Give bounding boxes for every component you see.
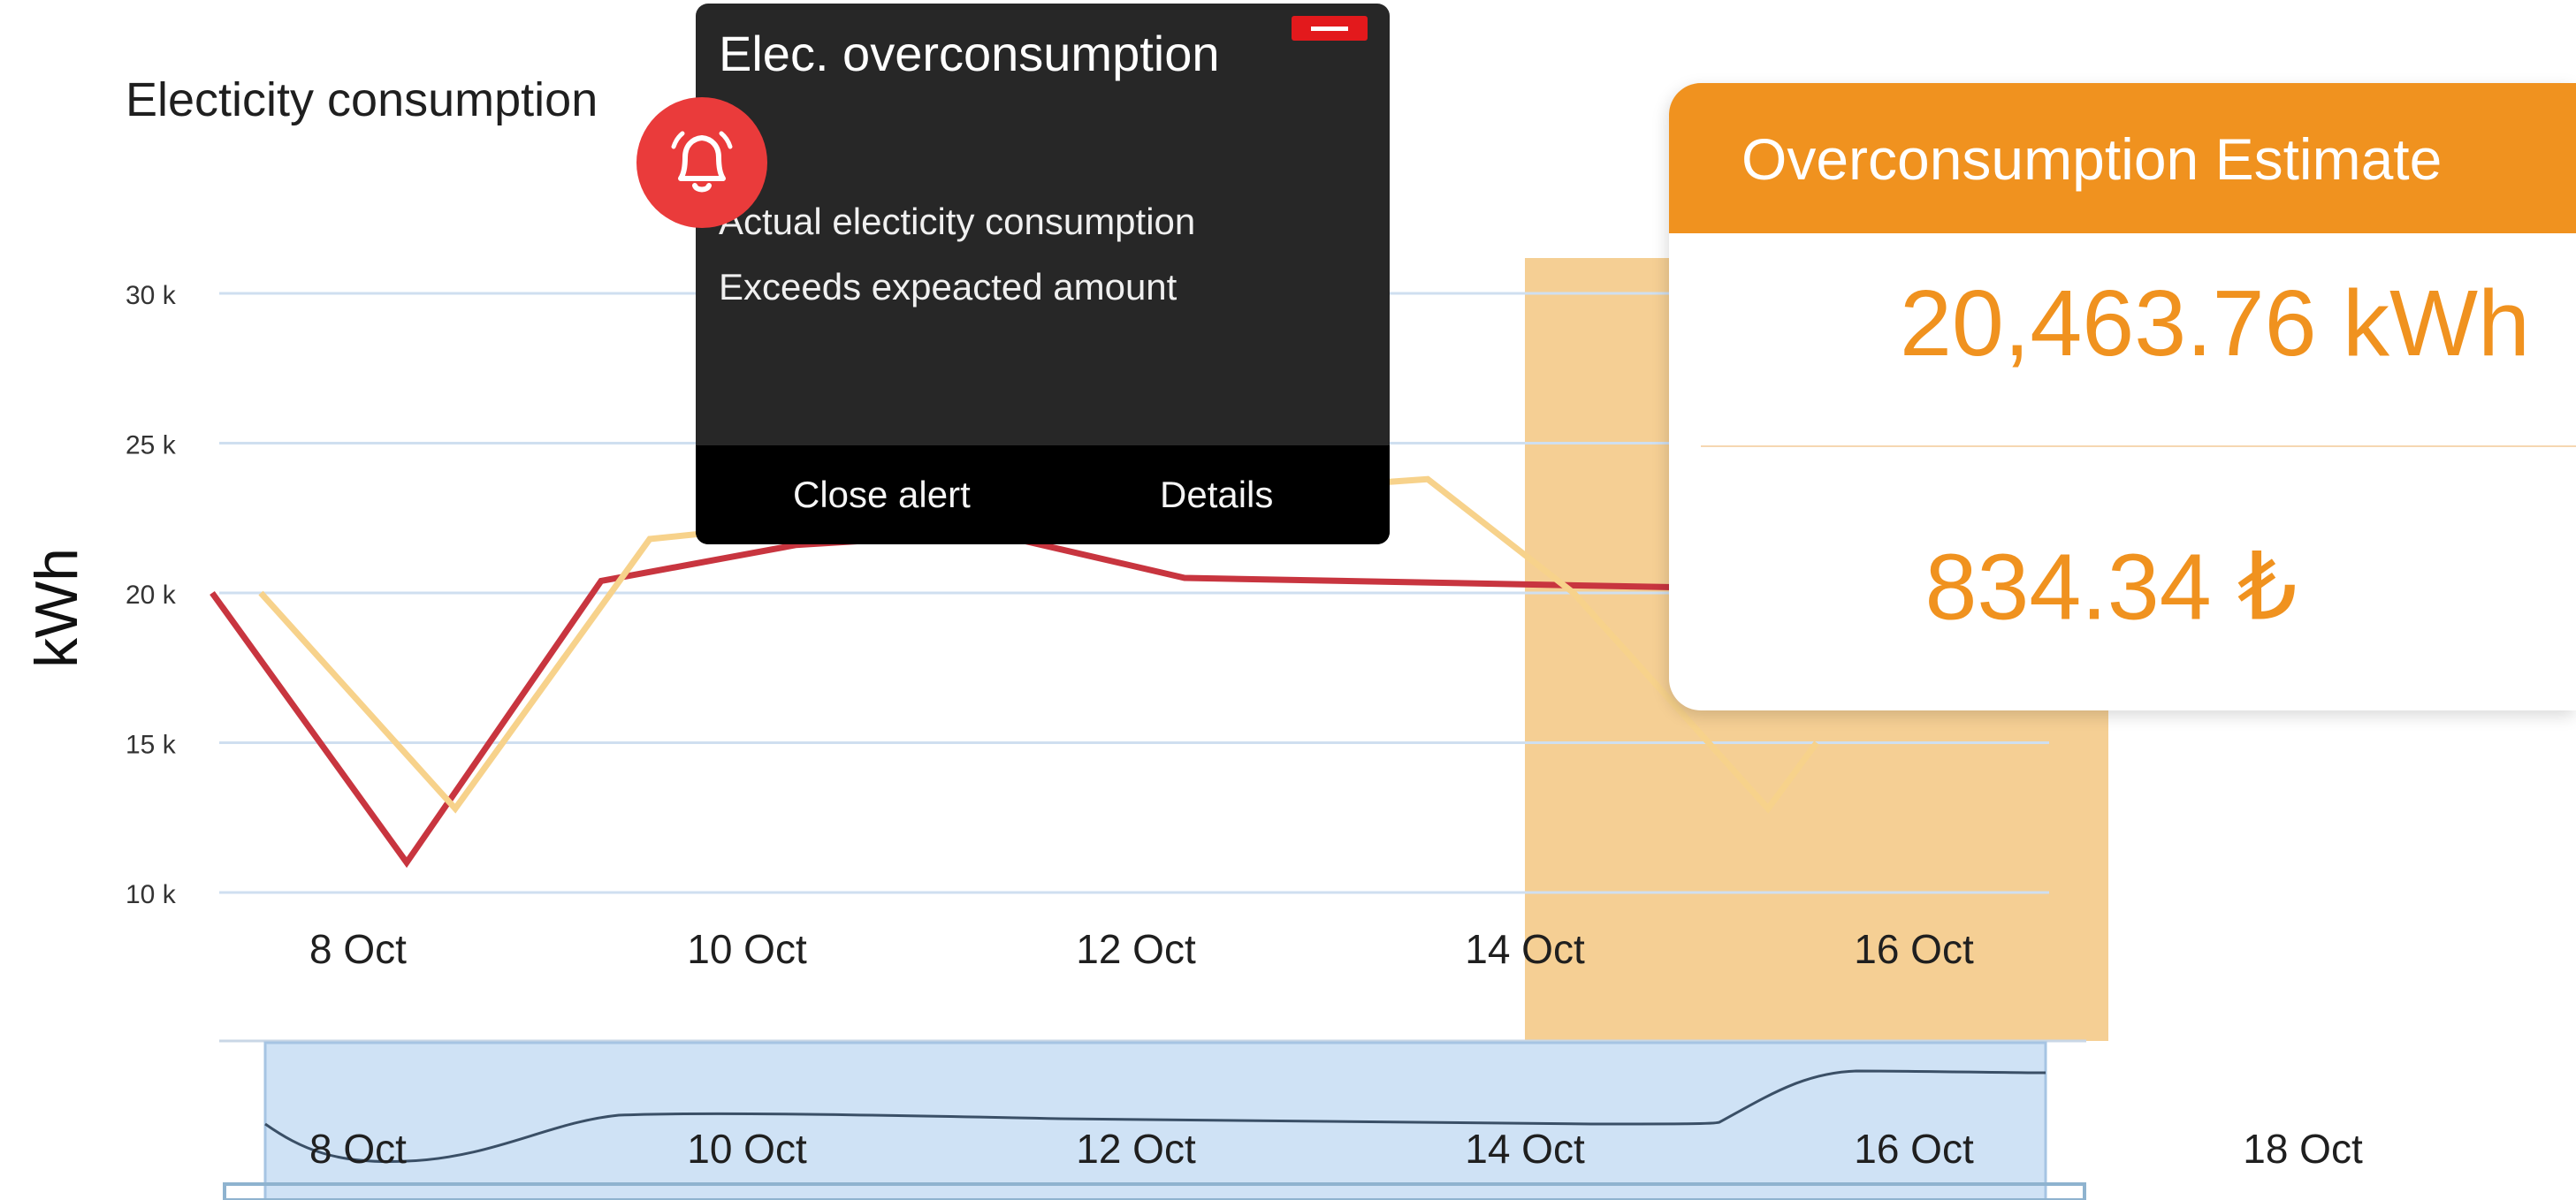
navigator-selection: [263, 1041, 2047, 1200]
close-alert-button[interactable]: Close alert: [793, 445, 971, 544]
details-button[interactable]: Details: [1160, 445, 1273, 544]
overconsumption-estimate-card: Overconsumption Estimate 20,463.76 kWh 8…: [1669, 83, 2576, 710]
y-tick-label: 20 k: [126, 581, 177, 610]
navigator-scrollbar: [223, 1182, 2086, 1200]
navigator-tick-label: 14 Oct: [1465, 1126, 1585, 1172]
navigator-tick-label: 16 Oct: [1854, 1126, 1974, 1172]
alert-actions: Close alert Details: [696, 445, 1390, 544]
estimate-header: Overconsumption Estimate: [1669, 83, 2576, 233]
estimate-cost-value: 834.34 ₺: [1924, 535, 2298, 640]
alert-message-line: Actual electicity consumption: [719, 201, 1196, 242]
overconsumption-alert: Elec. overconsumption Actual electicity …: [696, 4, 1390, 544]
y-axis-label: kWh: [23, 548, 90, 668]
minus-icon: [1311, 27, 1348, 31]
navigator-tick-label: 8 Oct: [309, 1126, 407, 1172]
alert-title: Elec. overconsumption: [719, 26, 1220, 81]
x-axis: 8 Oct 10 Oct 12 Oct 14 Oct 16 Oct: [309, 926, 1974, 972]
chart-title: Electicity consumption: [126, 73, 598, 126]
navigator-series-line: [264, 1069, 2046, 1164]
alert-message: Actual electicity consumption Exceeds ex…: [719, 189, 1195, 320]
bell-alert-icon: [636, 97, 767, 228]
estimate-divider: [1701, 445, 2576, 447]
navigator-tick-label: 12 Oct: [1076, 1126, 1196, 1172]
x-tick-label: 16 Oct: [1854, 926, 1974, 972]
navigator-tick-label: 10 Oct: [687, 1126, 807, 1172]
y-axis: 10 k 15 k 20 k 25 k 30 k: [126, 281, 177, 909]
x-tick-label: 14 Oct: [1465, 926, 1585, 972]
x-tick-label: 8 Oct: [309, 926, 407, 972]
range-navigator[interactable]: 8 Oct 10 Oct 12 Oct 14 Oct 16 Oct 18 Oct: [219, 1039, 2363, 1200]
y-tick-label: 15 k: [126, 731, 177, 760]
estimate-energy-value: 20,463.76 kWh: [1899, 271, 2530, 376]
y-tick-label: 25 k: [126, 431, 177, 460]
series-line-1: [210, 529, 1818, 869]
y-tick-label: 30 k: [126, 281, 177, 310]
alert-minimize-button[interactable]: [1292, 16, 1368, 41]
y-tick-label: 10 k: [126, 880, 177, 909]
estimate-title: Overconsumption Estimate: [1741, 126, 2443, 192]
x-tick-label: 12 Oct: [1076, 926, 1196, 972]
navigator-tick-label: 18 Oct: [2243, 1126, 2363, 1172]
alert-message-line: Exceeds expeacted amount: [719, 266, 1177, 308]
x-tick-label: 10 Oct: [687, 926, 807, 972]
